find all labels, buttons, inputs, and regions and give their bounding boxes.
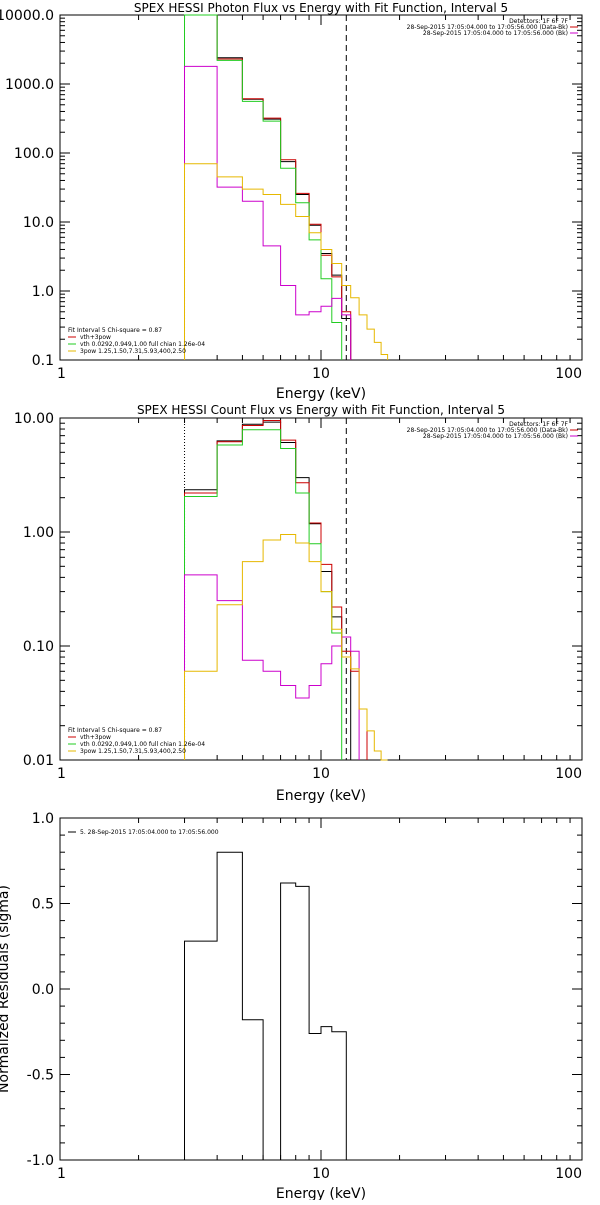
y-axis-label: Normalized Residuals (sigma) xyxy=(0,885,12,1093)
x-axis-label: Energy (keV) xyxy=(276,1186,366,1200)
plot-title: SPEX HESSI Photon Flux vs Energy with Fi… xyxy=(134,1,508,15)
y-tick-label: 0.01 xyxy=(23,753,54,769)
legend-text: Fit Interval 5 Chi-square = 0.87 xyxy=(68,727,162,734)
x-tick-label: 100 xyxy=(555,366,582,382)
y-tick-label: 0.0 xyxy=(32,982,54,998)
y-tick-label: 0.1 xyxy=(32,353,54,369)
series-step-line xyxy=(184,534,388,761)
info-text: 28-Sep-2015 17:05:04.000 to 17:05:56.000… xyxy=(423,30,568,37)
series-step-line xyxy=(184,163,389,360)
series-step-line xyxy=(184,574,360,760)
plot-frame xyxy=(59,817,583,1161)
info-text: Detectors: 1F 6F 7F xyxy=(509,421,568,428)
series-step-line xyxy=(184,429,343,760)
y-tick-label: 0.10 xyxy=(23,639,54,655)
y-tick-label: -0.5 xyxy=(27,1068,54,1084)
series-step-line xyxy=(184,14,343,360)
y-tick-label: -1.0 xyxy=(27,1153,54,1169)
y-tick-label: 1.0 xyxy=(32,811,54,827)
series-step-line xyxy=(184,851,347,1161)
y-tick-label: 10000.0 xyxy=(0,8,54,24)
x-axis-label: Energy (keV) xyxy=(276,788,366,804)
y-tick-label: 1.00 xyxy=(23,525,54,541)
x-tick-label: 1 xyxy=(57,1166,66,1182)
x-tick-label: 10 xyxy=(312,766,330,782)
legend-text: vth 0.0292,0.949,1.00 full chian 1.26e-0… xyxy=(80,741,205,748)
info-text: Detectors: 1F 6F 7F xyxy=(509,18,568,25)
x-tick-label: 100 xyxy=(555,1166,582,1182)
info-text: 28-Sep-2015 17:05:04.000 to 17:05:56.000… xyxy=(407,427,568,434)
legend-text: 3pow 1.25,1.50,7.31,5.93,400,2.50 xyxy=(80,748,186,755)
y-tick-label: 10.0 xyxy=(23,215,54,231)
y-tick-label: 1000.0 xyxy=(5,77,54,93)
x-tick-label: 1 xyxy=(57,766,66,782)
series-step-line xyxy=(184,421,352,760)
legend-text: vth+3pow xyxy=(80,734,111,741)
plot-title: SPEX HESSI Count Flux vs Energy with Fit… xyxy=(137,403,505,417)
x-axis-label: Energy (keV) xyxy=(276,386,366,402)
legend-text: vth+3pow xyxy=(80,334,111,341)
legend-text: vth 0.0292,0.949,1.00 full chian 1.26e-0… xyxy=(80,341,205,348)
x-tick-label: 10 xyxy=(312,366,330,382)
x-tick-label: 100 xyxy=(555,766,582,782)
y-tick-label: 0.5 xyxy=(32,897,54,913)
series-step-line xyxy=(184,420,368,760)
legend-text: Fit Interval 5 Chi-square = 0.87 xyxy=(68,327,162,334)
legend-text: 3pow 1.25,1.50,7.31,5.93,400,2.50 xyxy=(80,348,186,355)
series-step-line xyxy=(184,65,352,360)
info-text: 28-Sep-2015 17:05:04.000 to 17:05:56.000… xyxy=(407,24,568,31)
y-tick-label: 1.0 xyxy=(32,284,54,300)
info-text: 28-Sep-2015 17:05:04.000 to 17:05:56.000… xyxy=(423,433,568,440)
x-tick-label: 1 xyxy=(57,366,66,382)
y-tick-label: 100.0 xyxy=(14,146,54,162)
x-tick-label: 10 xyxy=(312,1166,330,1182)
legend-text: 5. 28-Sep-2015 17:05:04.000 to 17:05:56.… xyxy=(80,829,219,836)
y-tick-label: 10.00 xyxy=(14,411,54,427)
